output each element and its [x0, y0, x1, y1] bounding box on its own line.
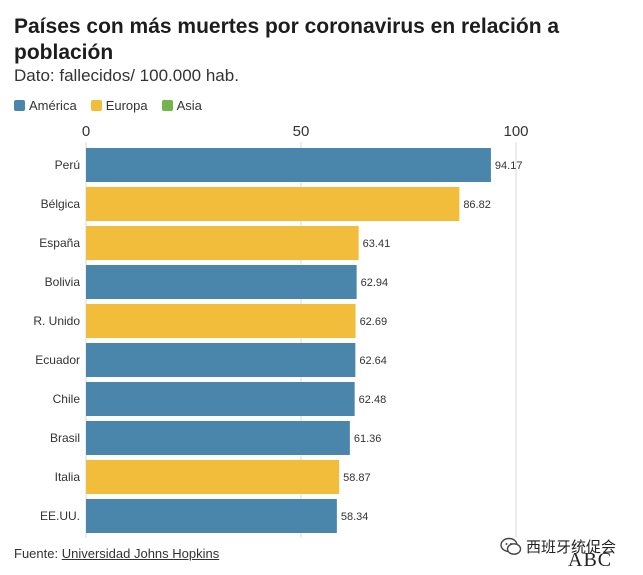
bar: [86, 343, 356, 377]
category-label: España: [39, 236, 80, 250]
data-label: 58.87: [343, 472, 371, 484]
legend: América Europa Asia: [14, 98, 216, 113]
chart-title: Países con más muertes por coronavirus e…: [14, 15, 560, 64]
legend-item: América: [14, 98, 77, 113]
legend-swatch: [90, 100, 102, 111]
x-tick-label: 0: [82, 123, 90, 140]
legend-item: Asia: [161, 98, 202, 113]
bar: [86, 460, 340, 494]
bar: [86, 226, 359, 260]
category-label: Italia: [55, 470, 81, 484]
wechat-icon: [500, 537, 522, 555]
data-label: 62.94: [361, 277, 389, 289]
category-label: Perú: [55, 158, 80, 172]
x-tick-label: 50: [293, 123, 310, 140]
category-label: R. Unido: [33, 314, 80, 328]
category-label: Bélgica: [41, 197, 81, 211]
source-note: Fuente: Universidad Johns Hopkins: [14, 546, 219, 561]
bar: [86, 187, 460, 221]
data-label: 63.41: [363, 238, 391, 250]
category-label: EE.UU.: [40, 509, 80, 523]
bar: [86, 499, 337, 533]
x-tick-label: 100: [503, 123, 528, 140]
data-label: 86.82: [463, 199, 491, 211]
legend-label: Europa: [105, 98, 148, 113]
category-label: Bolivia: [45, 275, 81, 289]
bar: [86, 148, 491, 182]
legend-label: Asia: [176, 98, 202, 113]
source-link[interactable]: Universidad Johns Hopkins: [61, 546, 220, 561]
data-label: 62.64: [359, 355, 387, 367]
bar: [86, 304, 356, 338]
data-label: 94.17: [495, 160, 523, 172]
legend-item: Europa: [90, 98, 148, 113]
chart-subtitle: Dato: fallecidos/ 100.000 hab.: [14, 66, 239, 85]
source-prefix: Fuente:: [14, 546, 62, 561]
legend-swatch: [161, 100, 173, 111]
watermark-text: 西班牙统促会: [526, 539, 617, 556]
bar: [86, 421, 350, 455]
category-label: Chile: [53, 392, 81, 406]
category-label: Brasil: [50, 431, 80, 445]
category-label: Ecuador: [35, 353, 80, 367]
data-label: 62.69: [360, 316, 388, 328]
bar: [86, 265, 357, 299]
data-label: 61.36: [354, 433, 382, 445]
data-label: 58.34: [341, 511, 369, 523]
bar: [86, 382, 355, 416]
legend-swatch: [14, 100, 25, 111]
bar-chart: 0 50 100 Perú 94.17 Bélgica 86.82 España 63.41 Bo…: [33, 123, 529, 538]
data-label: 62.48: [359, 394, 387, 406]
watermark-logo: ABC: [568, 549, 613, 571]
legend-label: América: [29, 98, 77, 113]
